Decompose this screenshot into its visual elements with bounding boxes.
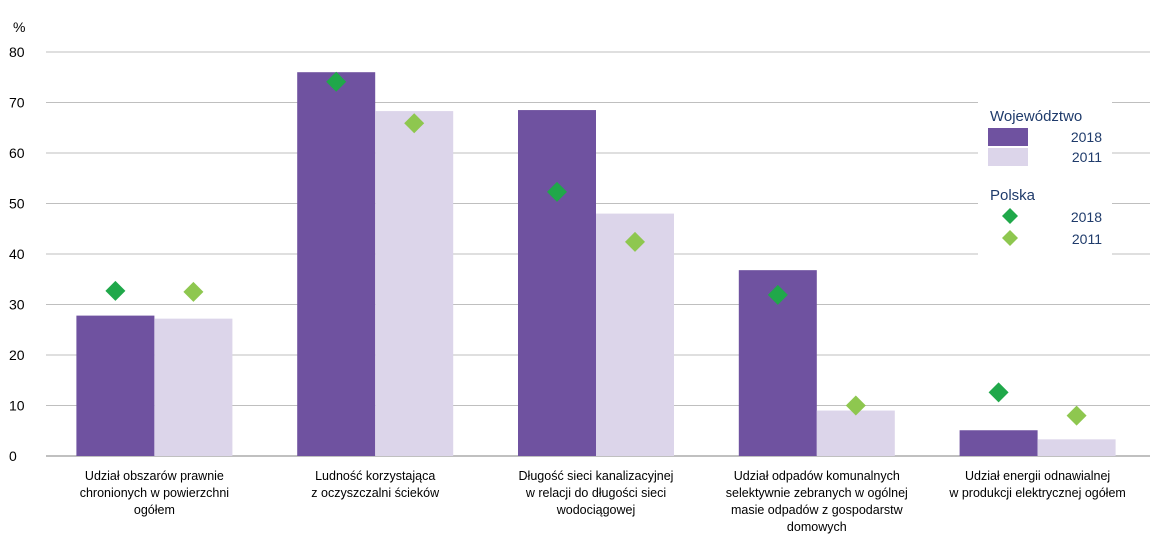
markers-layer	[105, 71, 1087, 426]
marker-polska-2018-cat4	[767, 284, 788, 305]
bar-wojewodztwo-2011-cat5	[1037, 439, 1116, 456]
legend-label-wojewodztwo-2011: 2011	[1072, 149, 1102, 165]
x-tick-label-cat1: Udział obszarów prawnie chronionych w pow…	[80, 469, 229, 517]
y-tick-label-10: 10	[9, 398, 25, 414]
bars-layer	[76, 72, 1116, 457]
y-tick-label-60: 60	[9, 145, 25, 161]
bar-wojewodztwo-2011-cat1	[154, 318, 233, 456]
marker-polska-2018-cat5	[988, 382, 1009, 403]
x-tick-label-cat5: Udział energii odnawialnej w produkcji el…	[948, 469, 1125, 500]
y-unit-label: %	[13, 19, 25, 35]
x-tick-label-cat3: Długość sieci kanalizacyjnej w relacji do…	[519, 469, 674, 517]
marker-polska-2011-cat4	[845, 395, 866, 416]
legend-group-title-polska: Polska	[990, 187, 1036, 204]
legend-marker-polska-2011	[1002, 230, 1018, 246]
marker-polska-2011-cat1	[183, 281, 204, 302]
bar-wojewodztwo-2018-cat3	[518, 110, 596, 456]
y-tick-label-40: 40	[9, 246, 25, 262]
marker-polska-2018-cat1	[105, 280, 126, 301]
axis-layer: 0 10 20 30 40 50 60 70 80% Udział obszarów prawni…	[9, 19, 1126, 534]
bar-wojewodztwo-2011-cat2	[375, 111, 454, 457]
marker-polska-2018-cat3	[547, 181, 567, 202]
legend-background	[978, 98, 1112, 258]
bar-wojewodztwo-2018-cat2	[297, 72, 376, 456]
bar-wojewodztwo-2011-cat3	[596, 213, 674, 456]
bar-wojewodztwo-2018-cat1	[76, 315, 155, 456]
marker-polska-2018-cat2	[326, 71, 347, 92]
legend-group-title-wojewodztwo: Województwo	[990, 108, 1082, 125]
legend-swatch-wojewodztwo-2018	[988, 128, 1028, 146]
y-tick-label-70: 70	[9, 95, 25, 111]
marker-polska-2011-cat5	[1066, 405, 1087, 426]
bar-wojewodztwo-2011-cat4	[816, 410, 895, 456]
legend-label-wojewodztwo-2018: 2018	[1071, 129, 1102, 145]
bar-wojewodztwo-2018-cat5	[959, 430, 1038, 456]
marker-polska-2011-cat3	[625, 231, 645, 252]
marker-polska-2011-cat2	[404, 113, 425, 134]
y-tick-label-80: 80	[9, 44, 25, 60]
y-tick-label-20: 20	[9, 347, 25, 363]
legend-marker-polska-2018	[1002, 208, 1018, 224]
x-tick-label-cat4: Udział odpadów komunalnych selektywnie ze…	[726, 469, 908, 534]
legend-label-polska-2011: 2011	[1072, 231, 1102, 247]
legend: Województwo 2018 2011 Polska 2018 2011	[978, 98, 1112, 258]
legend-swatch-wojewodztwo-2011	[988, 148, 1028, 166]
legend-label-polska-2018: 2018	[1071, 209, 1102, 225]
x-tick-label-cat2: Ludność korzystająca z oczyszczalni ściek…	[311, 469, 440, 500]
y-tick-label-50: 50	[9, 196, 25, 212]
y-tick-label-30: 30	[9, 297, 25, 313]
y-tick-label-0: 0	[9, 448, 17, 464]
